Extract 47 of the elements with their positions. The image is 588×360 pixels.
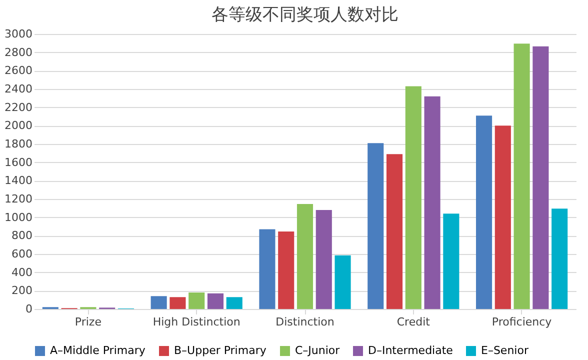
y-tick-label: 800	[12, 229, 32, 242]
bar	[296, 204, 314, 309]
bar	[494, 126, 511, 309]
y-tick-label: 1800	[4, 138, 32, 150]
bar	[552, 208, 568, 309]
bar	[278, 232, 294, 309]
bar	[514, 44, 530, 309]
x-tick-label: Prize	[74, 316, 102, 328]
bar	[188, 292, 205, 309]
x-tick-label: Distinction	[276, 316, 334, 328]
x-tick-label: Credit	[396, 316, 431, 328]
y-tick-label: 2600	[4, 64, 32, 78]
bar	[476, 116, 492, 309]
bar	[405, 86, 422, 309]
y-tick-label: 2800	[4, 46, 32, 59]
legend-label: A–Middle Primary	[50, 344, 146, 357]
bar	[386, 154, 403, 309]
bar	[170, 297, 186, 309]
bar	[368, 143, 384, 309]
bar	[334, 255, 351, 309]
bar	[259, 229, 276, 309]
bar	[443, 214, 460, 309]
legend-label: C–Junior	[295, 344, 340, 357]
y-tick-label: 2200	[4, 100, 32, 114]
bar	[226, 297, 242, 309]
legend-label: B–Upper Primary	[174, 344, 267, 357]
chart-title: 各等级不同奖项人数对比	[212, 5, 398, 25]
y-tick-label: 1400	[4, 174, 32, 188]
bar	[424, 96, 440, 309]
y-tick-label: 1000	[4, 210, 32, 224]
y-tick-label: 0	[26, 302, 32, 316]
x-tick-label: High Distinction	[152, 316, 240, 328]
y-tick-label: 600	[12, 248, 32, 260]
y-tick-label: 3000	[4, 28, 32, 40]
y-tick-label: 1600	[4, 156, 32, 169]
bar	[207, 293, 224, 309]
legend-label: D–Intermediate	[368, 344, 454, 357]
y-tick-label: 2000	[4, 119, 32, 132]
bar	[532, 46, 549, 309]
legend-label: E–Senior	[481, 344, 529, 357]
y-tick-label: 200	[12, 284, 32, 298]
y-tick-label: 2400	[4, 82, 32, 96]
y-tick-label: 1200	[4, 192, 32, 206]
bar	[150, 296, 167, 309]
bar	[316, 210, 332, 309]
y-tick-label: 400	[12, 266, 32, 279]
x-tick-label: Proficiency	[492, 316, 552, 328]
